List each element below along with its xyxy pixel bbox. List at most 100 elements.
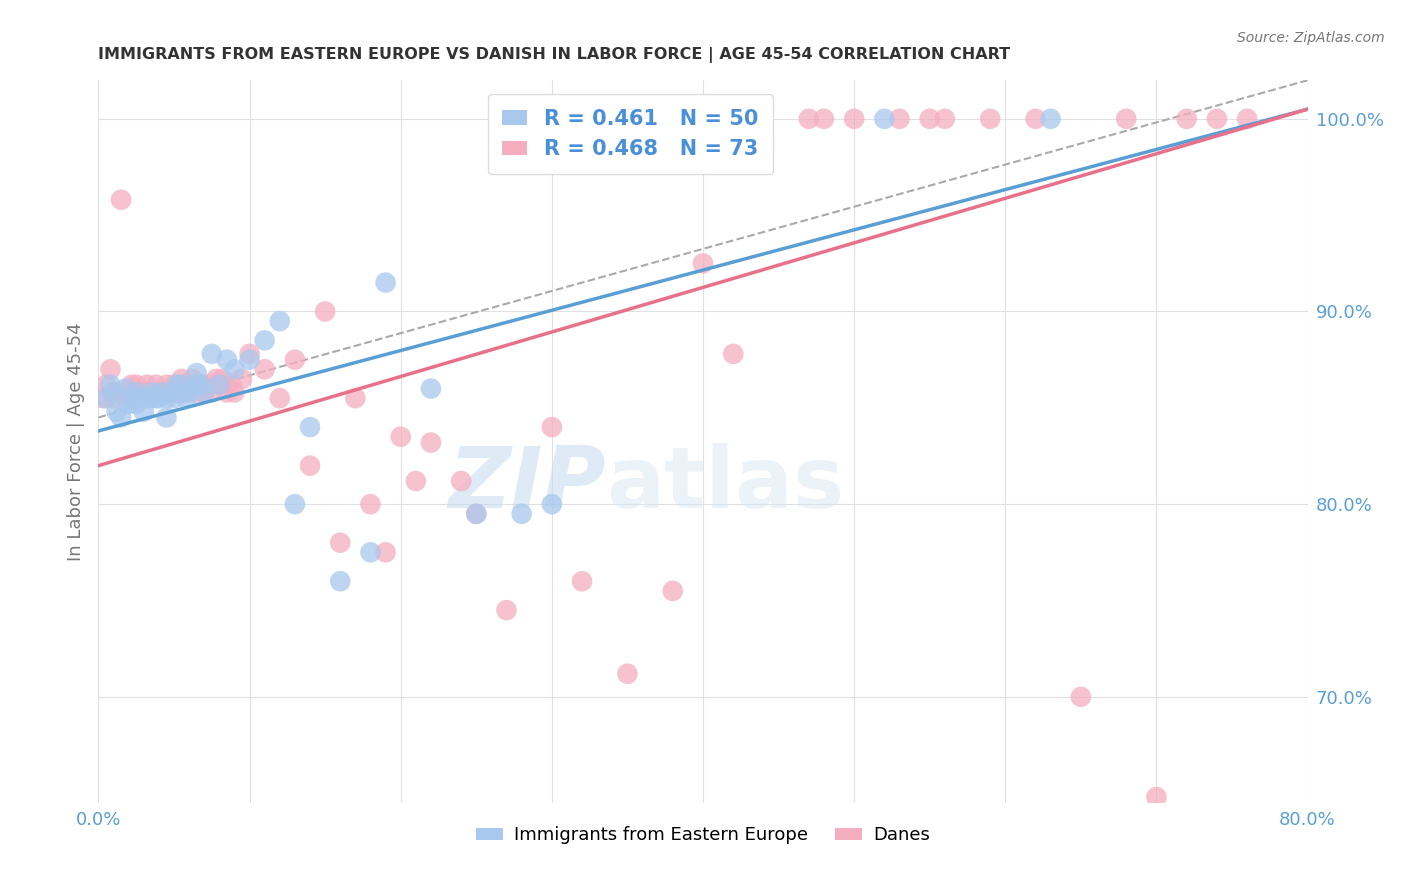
Point bbox=[299, 420, 322, 434]
Point bbox=[186, 377, 208, 392]
Point bbox=[160, 385, 183, 400]
Point bbox=[465, 507, 488, 521]
Point bbox=[150, 385, 173, 400]
Point bbox=[934, 112, 956, 126]
Point bbox=[1039, 112, 1062, 126]
Point bbox=[420, 382, 443, 396]
Point bbox=[141, 385, 163, 400]
Point bbox=[510, 507, 533, 521]
Point bbox=[91, 391, 114, 405]
Point bbox=[215, 385, 238, 400]
Point bbox=[118, 391, 141, 405]
Point bbox=[329, 535, 352, 549]
Point bbox=[211, 372, 233, 386]
Point bbox=[163, 377, 186, 392]
Point bbox=[155, 410, 177, 425]
Point bbox=[329, 574, 352, 589]
Point bbox=[145, 391, 167, 405]
Point bbox=[540, 420, 562, 434]
Point bbox=[105, 405, 128, 419]
Point bbox=[103, 391, 125, 405]
Point bbox=[125, 377, 148, 392]
Point bbox=[170, 372, 193, 386]
Point bbox=[284, 352, 307, 367]
Point bbox=[186, 385, 208, 400]
Point bbox=[179, 385, 201, 400]
Point bbox=[141, 385, 163, 400]
Legend: R = 0.461   N = 50, R = 0.468   N = 73: R = 0.461 N = 50, R = 0.468 N = 73 bbox=[488, 95, 773, 174]
Point bbox=[94, 377, 117, 392]
Point bbox=[616, 666, 638, 681]
Point bbox=[1070, 690, 1092, 704]
Point bbox=[215, 352, 238, 367]
Point bbox=[208, 377, 231, 392]
Point bbox=[1206, 112, 1229, 126]
Point bbox=[201, 385, 224, 400]
Point bbox=[253, 334, 276, 348]
Point bbox=[661, 583, 683, 598]
Point bbox=[918, 112, 941, 126]
Point bbox=[166, 377, 188, 392]
Point bbox=[374, 276, 396, 290]
Point bbox=[873, 112, 896, 126]
Point bbox=[105, 385, 128, 400]
Point bbox=[221, 377, 243, 392]
Point bbox=[150, 385, 173, 400]
Point bbox=[889, 112, 911, 126]
Point bbox=[360, 545, 382, 559]
Point bbox=[193, 385, 215, 400]
Point bbox=[571, 574, 593, 589]
Point bbox=[181, 372, 204, 386]
Point bbox=[1236, 112, 1258, 126]
Point bbox=[269, 391, 291, 405]
Point bbox=[813, 112, 835, 126]
Point bbox=[132, 405, 155, 419]
Point bbox=[114, 385, 136, 400]
Point bbox=[94, 391, 117, 405]
Point bbox=[723, 347, 745, 361]
Text: Source: ZipAtlas.com: Source: ZipAtlas.com bbox=[1237, 31, 1385, 45]
Point bbox=[125, 397, 148, 411]
Point bbox=[125, 385, 148, 400]
Text: ZIP: ZIP bbox=[449, 443, 606, 526]
Point bbox=[205, 372, 228, 386]
Point bbox=[195, 377, 218, 392]
Point bbox=[299, 458, 322, 473]
Point bbox=[100, 362, 122, 376]
Point bbox=[135, 391, 157, 405]
Point bbox=[190, 377, 212, 392]
Point bbox=[208, 377, 231, 392]
Point bbox=[450, 474, 472, 488]
Text: atlas: atlas bbox=[606, 443, 845, 526]
Point bbox=[284, 497, 307, 511]
Point bbox=[135, 377, 157, 392]
Point bbox=[224, 385, 246, 400]
Point bbox=[239, 352, 262, 367]
Point bbox=[170, 385, 193, 400]
Point bbox=[692, 256, 714, 270]
Point bbox=[979, 112, 1001, 126]
Text: IMMIGRANTS FROM EASTERN EUROPE VS DANISH IN LABOR FORCE | AGE 45-54 CORRELATION : IMMIGRANTS FROM EASTERN EUROPE VS DANISH… bbox=[98, 47, 1011, 63]
Point bbox=[141, 391, 163, 405]
Point bbox=[155, 377, 177, 392]
Point bbox=[405, 474, 427, 488]
Point bbox=[224, 362, 246, 376]
Point bbox=[1115, 112, 1137, 126]
Point bbox=[179, 377, 201, 392]
Point bbox=[540, 497, 562, 511]
Point bbox=[389, 430, 412, 444]
Point bbox=[193, 385, 215, 400]
Point bbox=[148, 385, 170, 400]
Point bbox=[166, 385, 188, 400]
Point bbox=[118, 397, 141, 411]
Point bbox=[465, 507, 488, 521]
Point bbox=[145, 377, 167, 392]
Point bbox=[100, 377, 122, 392]
Point bbox=[201, 347, 224, 361]
Point bbox=[495, 603, 517, 617]
Point bbox=[360, 497, 382, 511]
Point bbox=[190, 377, 212, 392]
Point bbox=[239, 347, 262, 361]
Point bbox=[114, 382, 136, 396]
Point bbox=[231, 372, 253, 386]
